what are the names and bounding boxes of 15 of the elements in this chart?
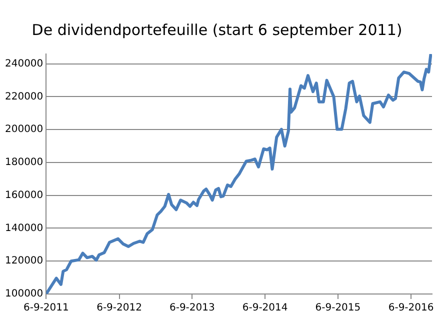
- x-tick-label: 6-9-2016: [388, 302, 434, 314]
- x-tick-label: 6-9-2012: [96, 302, 142, 314]
- x-tick-label: 6-9-2011: [23, 302, 69, 314]
- y-tick-label: 180000: [4, 157, 44, 168]
- y-tick-label: 120000: [4, 256, 44, 267]
- chart-title: De dividendportefeuille (start 6 september 2011): [32, 20, 402, 39]
- y-tick-label: 220000: [4, 91, 44, 102]
- y-tick-label: 200000: [4, 124, 44, 136]
- y-tick-label: 160000: [4, 190, 44, 201]
- y-tick-label: 240000: [4, 58, 44, 70]
- y-tick-label: 140000: [4, 222, 44, 234]
- x-tick-label: 6-9-2014: [242, 302, 288, 314]
- y-tick-label: 100000: [4, 288, 44, 300]
- x-tick-label: 6-9-2013: [169, 302, 215, 314]
- x-tick-label: 6-9-2015: [315, 302, 361, 314]
